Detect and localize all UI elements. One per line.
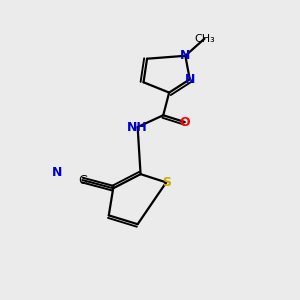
Text: O: O (179, 116, 190, 128)
Text: N: N (52, 167, 62, 179)
Text: N: N (180, 49, 190, 62)
Text: N: N (184, 73, 195, 86)
Text: NH: NH (127, 121, 148, 134)
Text: CH₃: CH₃ (194, 34, 215, 44)
Text: S: S (162, 176, 171, 189)
Text: C: C (78, 173, 87, 187)
